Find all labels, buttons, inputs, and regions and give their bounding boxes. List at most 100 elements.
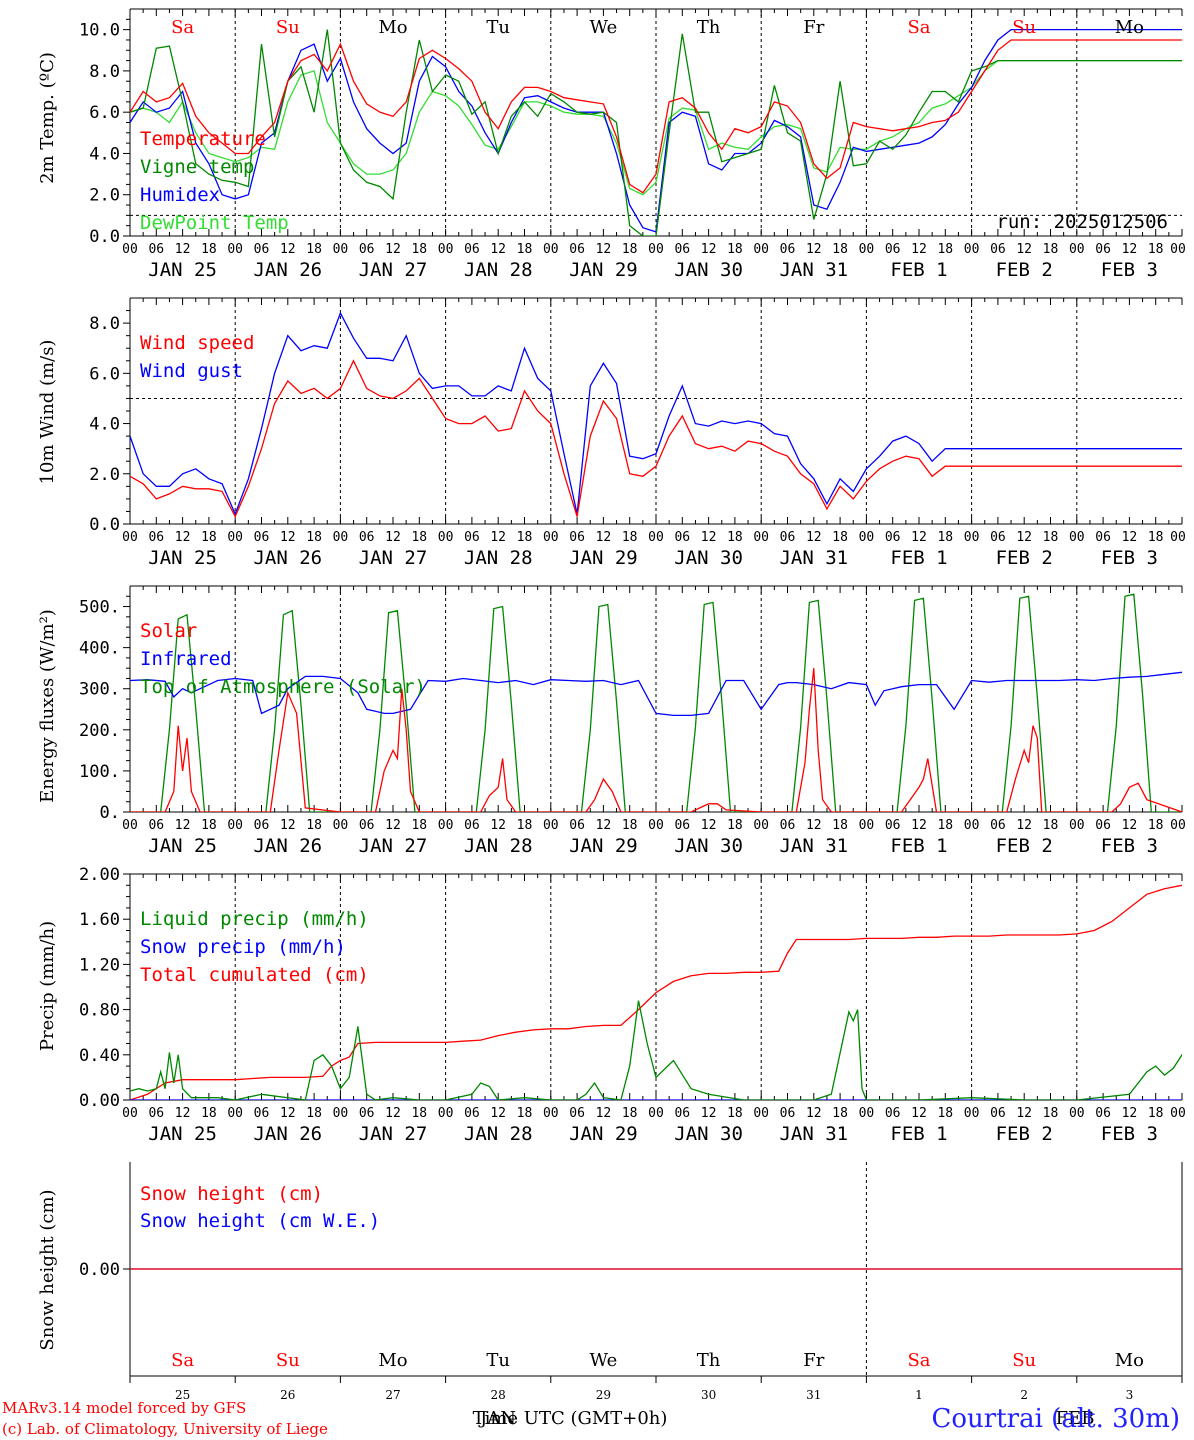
hour-label: 18: [201, 242, 217, 257]
day-number-label: 29: [596, 1388, 611, 1402]
hour-label: 18: [832, 1106, 848, 1121]
panel-1: 0.0 2.0 4.0 6.0 8.0 10.0 2m Temp. (ºC) Temperat…: [37, 8, 1186, 281]
weekday-label: Mo: [1115, 17, 1144, 38]
date-label: JAN 26: [253, 835, 322, 857]
hour-label: 00: [1069, 242, 1085, 257]
hour-label: 00: [543, 818, 559, 833]
date-label: JAN 30: [674, 259, 743, 281]
hour-label: 06: [990, 530, 1006, 545]
hour-label: 06: [990, 818, 1006, 833]
panel-2: 0.0 2.0 4.0 6.0 8.0 10m Wind (m/s) Wind speed W…: [37, 297, 1186, 569]
hour-label: 18: [1043, 242, 1059, 257]
hour-label: 12: [385, 818, 401, 833]
hour-label: 06: [990, 1106, 1006, 1121]
hour-label: 06: [674, 818, 690, 833]
date-label: JAN 30: [674, 547, 743, 569]
y-tick-label: 6.0: [89, 364, 120, 384]
hour-label: 06: [674, 242, 690, 257]
hour-label: 12: [1016, 1106, 1032, 1121]
day-number-label: 25: [175, 1388, 190, 1402]
hour-label: 06: [1095, 818, 1111, 833]
hour-label: 12: [490, 818, 506, 833]
hour-label: 12: [1122, 818, 1138, 833]
date-label: JAN 25: [148, 547, 217, 569]
hour-label: 18: [1148, 818, 1164, 833]
y-tick-label: 200.: [79, 721, 120, 741]
hour-label: 06: [254, 1106, 270, 1121]
hour-label: 00: [648, 1106, 664, 1121]
hour-label: 00: [753, 242, 769, 257]
hour-label: 06: [359, 242, 375, 257]
hour-label: 12: [490, 1106, 506, 1121]
hour-label: 06: [464, 1106, 480, 1121]
date-label: JAN 25: [148, 835, 217, 857]
hour-label: 00: [964, 530, 980, 545]
hour-label: 00: [122, 818, 138, 833]
y-axis-label: 2m Temp. (ºC): [37, 52, 58, 184]
date-label: JAN 29: [569, 259, 638, 281]
hour-label: 06: [148, 818, 164, 833]
weekday-label: Su: [276, 1350, 300, 1371]
hour-label: 18: [517, 818, 533, 833]
hour-label: 00: [333, 530, 349, 545]
station-label: Courtrai (alt. 30m): [932, 1404, 1181, 1434]
hour-label: 06: [148, 242, 164, 257]
legend-entry: Liquid precip (mm/h): [140, 908, 369, 930]
date-label: JAN 27: [359, 1123, 428, 1145]
date-label: FEB 2: [996, 1123, 1053, 1145]
hour-label: 12: [175, 242, 191, 257]
hour-label: 18: [622, 242, 638, 257]
y-tick-label: 0.0: [89, 515, 120, 535]
hour-label: 12: [911, 530, 927, 545]
hour-label: 06: [148, 530, 164, 545]
hour-label: 18: [622, 1106, 638, 1121]
hour-label: 06: [885, 1106, 901, 1121]
hour-label: 06: [1095, 530, 1111, 545]
hour-label: 06: [464, 242, 480, 257]
day-number-label: 1: [915, 1388, 923, 1402]
weekday-label: Tu: [486, 1350, 510, 1371]
hour-label: 12: [596, 1106, 612, 1121]
day-number-label: 28: [491, 1388, 506, 1402]
date-label: JAN 29: [569, 1123, 638, 1145]
hour-label: 00: [859, 530, 875, 545]
hour-label: 18: [1043, 1106, 1059, 1121]
hour-label: 00: [1069, 1106, 1085, 1121]
series-line-vigne-temp: [130, 29, 1182, 236]
hour-label: 00: [227, 530, 243, 545]
hour-label: 18: [517, 242, 533, 257]
date-label: FEB 1: [890, 835, 947, 857]
date-label: FEB 1: [890, 259, 947, 281]
hour-label: 06: [254, 818, 270, 833]
series-line-infrared: [130, 671, 1182, 717]
date-label: JAN 27: [359, 259, 428, 281]
legend-entry: DewPoint Temp: [140, 212, 289, 234]
y-tick-label: 10.0: [79, 21, 120, 41]
hour-label: 06: [359, 818, 375, 833]
y-axis-label: 10m Wind (m/s): [37, 340, 58, 485]
hour-label: 06: [569, 530, 585, 545]
hour-label: 12: [596, 242, 612, 257]
y-tick-label: 6.0: [89, 103, 120, 123]
hour-label: 12: [911, 818, 927, 833]
hour-label: 00: [1069, 818, 1085, 833]
hour-label: 12: [280, 242, 296, 257]
hour-label: 18: [622, 818, 638, 833]
hour-label: 00: [543, 530, 559, 545]
hour-label: 00: [964, 242, 980, 257]
hour-label: 12: [596, 818, 612, 833]
y-tick-label: 0.: [100, 803, 120, 823]
hour-label: 00: [227, 1106, 243, 1121]
series-line-top-of-atmosphere-solar-: [130, 593, 1182, 812]
date-label: JAN 29: [569, 547, 638, 569]
series-line-total-cumulated-cm-: [130, 884, 1182, 1100]
y-tick-label: 8.0: [89, 314, 120, 334]
date-label: JAN 27: [359, 835, 428, 857]
hour-label: 00: [648, 242, 664, 257]
month-label-feb: FEB: [1056, 1408, 1095, 1429]
month-label-jan: JAN: [478, 1408, 516, 1429]
hour-label: 06: [780, 1106, 796, 1121]
hour-label: 18: [517, 1106, 533, 1121]
weekday-label: Fr: [803, 17, 824, 38]
hour-label: 00: [964, 1106, 980, 1121]
